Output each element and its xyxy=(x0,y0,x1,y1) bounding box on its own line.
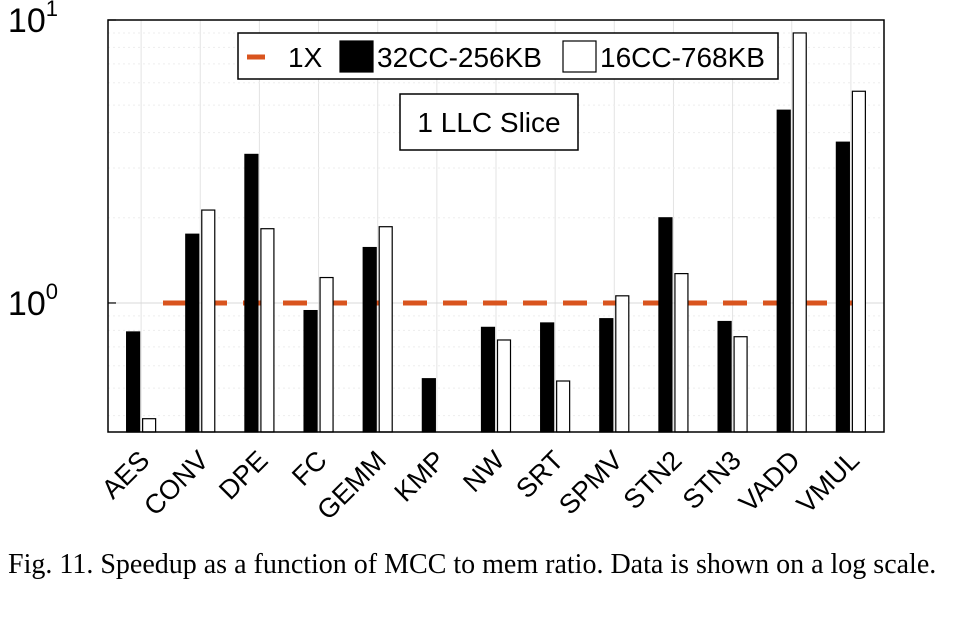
legend-swatch-series-1 xyxy=(339,40,374,73)
bar-16cc-768kb-stn3 xyxy=(733,336,748,433)
bar-16cc-768kb-conv xyxy=(201,209,216,433)
plot-frame xyxy=(107,19,885,433)
y-tick-label: 101 xyxy=(8,0,58,40)
bar-32cc-256kb-stn3 xyxy=(717,320,732,433)
bar-32cc-256kb-srt xyxy=(540,322,555,433)
y-axis-ticks: 100 101 xyxy=(8,0,116,323)
bar-16cc-768kb-nw xyxy=(496,339,512,433)
bar-16cc-768kb-fc xyxy=(319,276,334,433)
bar-16cc-768kb-aes xyxy=(142,418,157,433)
legend-box xyxy=(237,32,779,80)
bar-32cc-256kb-stn2 xyxy=(658,217,673,433)
x-tick-label-nw: NW xyxy=(457,445,510,498)
bar-16cc-768kb-gemm xyxy=(378,226,393,433)
bar-16cc-768kb-spmv xyxy=(615,295,630,433)
bar-16cc-768kb-srt xyxy=(556,380,571,433)
bar-32cc-256kb-vmul xyxy=(835,141,850,433)
legend-swatch-series-2 xyxy=(562,40,597,73)
bar-32cc-256kb-nw xyxy=(480,326,496,433)
legend-label-1x: 1X xyxy=(288,42,323,73)
bar-32cc-256kb-fc xyxy=(303,309,318,433)
x-tick-label-vmul: VMUL xyxy=(791,445,865,519)
bar-32cc-256kb-vadd xyxy=(776,109,791,433)
bar-32cc-256kb-conv xyxy=(185,233,200,433)
y-tick-label: 100 xyxy=(8,279,58,323)
figure-caption: Fig. 11. Speedup as a function of MCC to… xyxy=(8,549,937,580)
annotation-box xyxy=(399,93,579,151)
x-tick-label-conv: CONV xyxy=(138,445,214,521)
bar-32cc-256kb-aes xyxy=(126,331,141,433)
legend: 1X 32CC-256KB 16CC-768KB xyxy=(237,32,779,80)
x-tick-label-dpe: DPE xyxy=(213,445,273,505)
x-tick-label-kmp: KMP xyxy=(389,445,452,508)
legend-label-series-1: 32CC-256KB xyxy=(377,42,542,73)
bar-16cc-768kb-vmul xyxy=(851,90,866,433)
x-tick-label-vadd: VADD xyxy=(733,445,806,518)
annotation: 1 LLC Slice xyxy=(399,93,579,151)
bar-32cc-256kb-spmv xyxy=(599,318,614,433)
grid xyxy=(108,20,884,432)
bars xyxy=(126,32,866,433)
x-tick-label-spmv: SPMV xyxy=(553,445,628,520)
bar-16cc-768kb-stn2 xyxy=(674,273,689,433)
bar-32cc-256kb-dpe xyxy=(244,153,259,433)
x-tick-label-stn2: STN2 xyxy=(618,445,688,515)
bar-32cc-256kb-kmp xyxy=(421,378,436,433)
bar-16cc-768kb-vadd xyxy=(792,32,807,433)
annotation-text: 1 LLC Slice xyxy=(417,107,560,138)
x-tick-label-fc: FC xyxy=(286,445,333,492)
legend-label-series-2: 16CC-768KB xyxy=(600,42,765,73)
x-tick-label-stn3: STN3 xyxy=(677,445,747,515)
bar-32cc-256kb-gemm xyxy=(362,246,377,433)
bar-16cc-768kb-dpe xyxy=(260,228,275,433)
